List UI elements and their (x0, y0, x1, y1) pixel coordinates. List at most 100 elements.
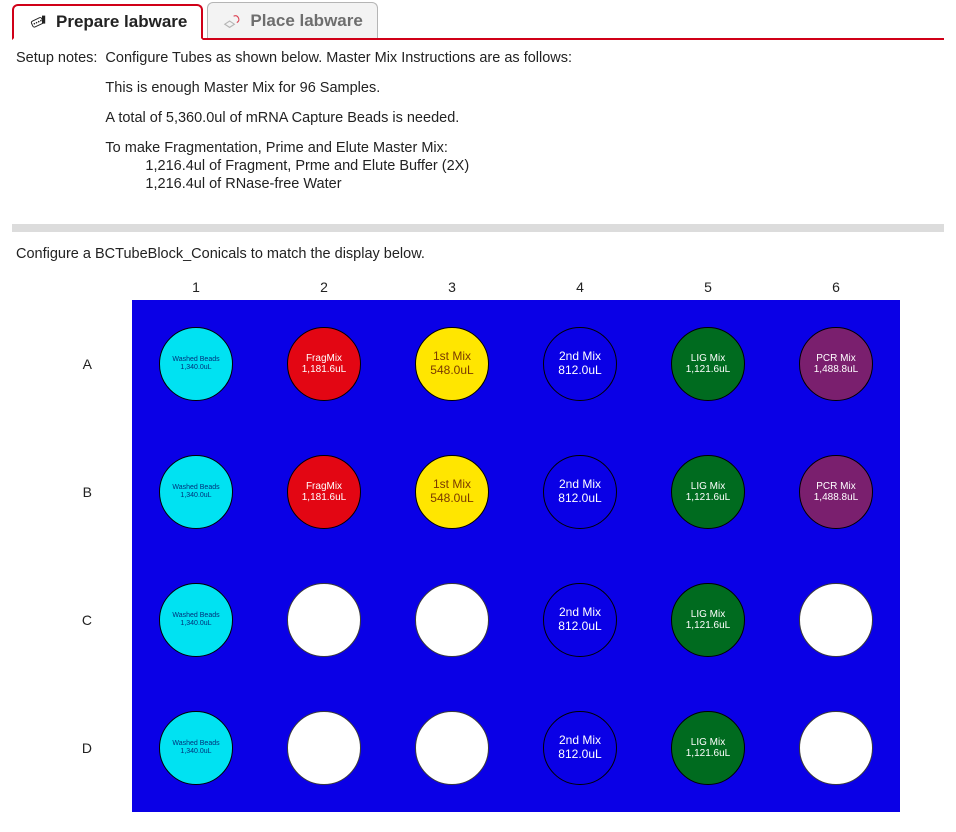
plate-cell (388, 684, 516, 812)
well-A1: Washed Beads1,340.0uL (159, 327, 233, 401)
plate-cell: LIG Mix1,121.6uL (644, 556, 772, 684)
well-C2 (287, 583, 361, 657)
plate-cell: Washed Beads1,340.0uL (132, 428, 260, 556)
row-header: C (12, 612, 132, 628)
well-label: 2nd Mix (559, 606, 601, 620)
plate-cell (388, 556, 516, 684)
well-label: LIG Mix (691, 737, 725, 749)
well-B2: FragMix1,181.6uL (287, 455, 361, 529)
well-A4: 2nd Mix812.0uL (543, 327, 617, 401)
section-divider (12, 224, 944, 232)
well-volume: 548.0uL (430, 492, 473, 506)
labware-tube-icon (28, 14, 48, 30)
well-A2: FragMix1,181.6uL (287, 327, 361, 401)
tab-prepare-labware[interactable]: Prepare labware (12, 4, 203, 40)
well-volume: 1,121.6uL (686, 364, 731, 376)
well-C1: Washed Beads1,340.0uL (159, 583, 233, 657)
plate-cell (260, 556, 388, 684)
notes-indent-line: 1,216.4ul of RNase-free Water (145, 176, 572, 192)
plate-cell: LIG Mix1,121.6uL (644, 428, 772, 556)
plate-cell: FragMix1,181.6uL (260, 428, 388, 556)
plate-cell: 1st Mix548.0uL (388, 428, 516, 556)
row-header: B (12, 484, 132, 500)
plate-cell: LIG Mix1,121.6uL (644, 684, 772, 812)
well-D5: LIG Mix1,121.6uL (671, 711, 745, 785)
place-labware-icon (222, 13, 242, 29)
notes-indent-line: 1,216.4ul of Fragment, Prme and Elute Bu… (145, 158, 572, 174)
well-B6: PCR Mix1,488.8uL (799, 455, 873, 529)
well-label: LIG Mix (691, 609, 725, 621)
well-volume: 1,340.0uL (180, 620, 211, 628)
well-label: 1st Mix (433, 350, 471, 364)
plate-cell: 1st Mix548.0uL (388, 300, 516, 428)
tabbar: Prepare labware Place labware (12, 0, 944, 40)
well-D1: Washed Beads1,340.0uL (159, 711, 233, 785)
plate-cell: 2nd Mix812.0uL (516, 684, 644, 812)
plate-cell (772, 684, 900, 812)
well-label: PCR Mix (816, 353, 855, 365)
plate-cell: LIG Mix1,121.6uL (644, 300, 772, 428)
well-B1: Washed Beads1,340.0uL (159, 455, 233, 529)
tab-label: Prepare labware (56, 12, 187, 32)
well-D4: 2nd Mix812.0uL (543, 711, 617, 785)
well-label: Washed Beads (172, 740, 219, 748)
well-volume: 1,340.0uL (180, 364, 211, 372)
plate-cell: PCR Mix1,488.8uL (772, 428, 900, 556)
col-header: 2 (260, 279, 388, 295)
well-D3 (415, 711, 489, 785)
plate-cell (772, 556, 900, 684)
plate-cell: 2nd Mix812.0uL (516, 300, 644, 428)
well-B3: 1st Mix548.0uL (415, 455, 489, 529)
well-label: LIG Mix (691, 353, 725, 365)
plate-cell: FragMix1,181.6uL (260, 300, 388, 428)
plate-cell: 2nd Mix812.0uL (516, 428, 644, 556)
well-volume: 1,121.6uL (686, 620, 731, 632)
setup-notes-body: Configure Tubes as shown below. Master M… (105, 50, 572, 206)
well-volume: 812.0uL (558, 748, 601, 762)
well-volume: 1,181.6uL (302, 364, 347, 376)
notes-line: To make Fragmentation, Prime and Elute M… (105, 140, 572, 156)
well-label: 1st Mix (433, 478, 471, 492)
configure-instruction: Configure a BCTubeBlock_Conicals to matc… (12, 246, 944, 274)
well-volume: 812.0uL (558, 364, 601, 378)
tab-place-labware[interactable]: Place labware (207, 2, 377, 38)
plate-cell: Washed Beads1,340.0uL (132, 300, 260, 428)
col-header: 1 (132, 279, 260, 295)
well-A3: 1st Mix548.0uL (415, 327, 489, 401)
well-C5: LIG Mix1,121.6uL (671, 583, 745, 657)
plate-cell (260, 684, 388, 812)
well-volume: 1,488.8uL (814, 492, 859, 504)
well-volume: 1,181.6uL (302, 492, 347, 504)
col-header: 3 (388, 279, 516, 295)
well-C4: 2nd Mix812.0uL (543, 583, 617, 657)
notes-line: This is enough Master Mix for 96 Samples… (105, 80, 572, 96)
well-label: Washed Beads (172, 612, 219, 620)
well-B4: 2nd Mix812.0uL (543, 455, 617, 529)
plate-cell: Washed Beads1,340.0uL (132, 684, 260, 812)
well-label: 2nd Mix (559, 734, 601, 748)
well-A5: LIG Mix1,121.6uL (671, 327, 745, 401)
well-label: PCR Mix (816, 481, 855, 493)
grid-corner (12, 274, 132, 300)
well-volume: 1,488.8uL (814, 364, 859, 376)
well-label: 2nd Mix (559, 350, 601, 364)
tab-label: Place labware (250, 11, 362, 31)
well-label: FragMix (306, 481, 342, 493)
plate-cell: Washed Beads1,340.0uL (132, 556, 260, 684)
well-label: 2nd Mix (559, 478, 601, 492)
well-label: Washed Beads (172, 484, 219, 492)
well-B5: LIG Mix1,121.6uL (671, 455, 745, 529)
well-C6 (799, 583, 873, 657)
well-volume: 812.0uL (558, 492, 601, 506)
setup-notes-label: Setup notes: (16, 50, 97, 206)
well-volume: 1,340.0uL (180, 748, 211, 756)
well-D2 (287, 711, 361, 785)
col-header: 6 (772, 279, 900, 295)
well-volume: 812.0uL (558, 620, 601, 634)
col-header: 4 (516, 279, 644, 295)
setup-notes: Setup notes: Configure Tubes as shown be… (12, 40, 944, 224)
row-header: D (12, 740, 132, 756)
plate-cell: 2nd Mix812.0uL (516, 556, 644, 684)
notes-line: A total of 5,360.0ul of mRNA Capture Bea… (105, 110, 572, 126)
well-D6 (799, 711, 873, 785)
